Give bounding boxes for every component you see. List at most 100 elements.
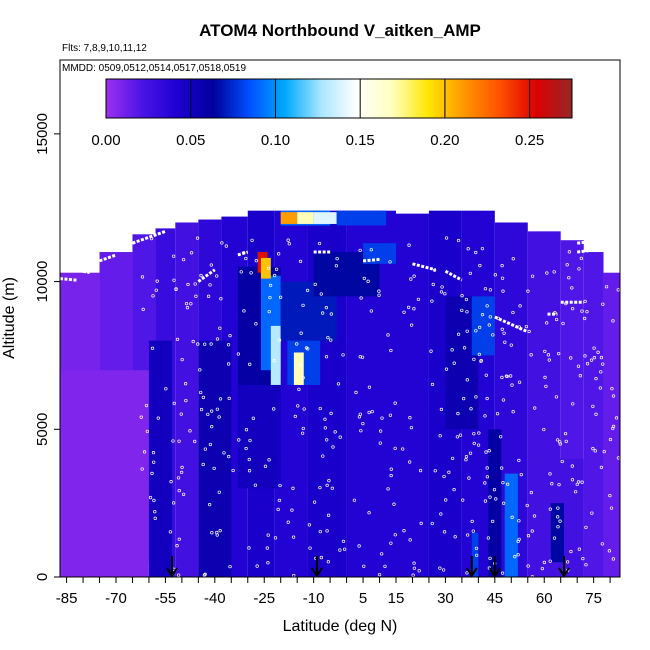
x-tick-label: -70: [105, 590, 127, 607]
sample-point: [139, 415, 143, 419]
sample-point: [469, 407, 473, 411]
sample-point: [199, 390, 203, 395]
sample-point: [250, 238, 254, 243]
x-tick-label: -10: [303, 590, 325, 607]
sample-point: [468, 451, 473, 455]
sample-point: [517, 458, 521, 463]
sample-point: [455, 435, 460, 439]
sample-point: [567, 276, 571, 280]
sample-point: [408, 538, 412, 542]
sample-point: [438, 566, 442, 570]
sample-point: [272, 359, 276, 363]
sample-point: [140, 275, 145, 279]
sample-point: [140, 467, 144, 471]
sample-point: [301, 376, 305, 380]
sample-point: [570, 306, 575, 311]
sample-point: [244, 256, 248, 261]
sample-point: [519, 472, 523, 477]
sample-point: [209, 263, 213, 267]
sample-point: [307, 523, 312, 527]
sample-point: [318, 485, 322, 490]
sample-point: [518, 304, 522, 308]
sample-point: [255, 564, 259, 568]
sample-point: [267, 266, 271, 270]
sample-point: [556, 525, 560, 529]
sample-point: [319, 292, 323, 296]
sample-point: [206, 412, 210, 417]
sample-point: [301, 426, 305, 431]
sample-point: [500, 327, 504, 331]
sample-point: [237, 438, 241, 442]
sample-point: [386, 333, 390, 337]
sample-point: [495, 412, 500, 416]
sample-point: [212, 466, 216, 470]
sample-point: [570, 464, 574, 468]
x-tick-label: -55: [155, 590, 177, 607]
sample-point: [357, 544, 361, 548]
sample-point: [564, 439, 568, 443]
sample-point: [342, 547, 347, 551]
sample-point: [611, 426, 615, 431]
sample-point: [548, 507, 552, 511]
sample-point: [191, 339, 195, 344]
colorbar-ticks: 0.00 0.05 0.10 0.15 0.20 0.25: [91, 79, 544, 149]
sample-point: [499, 435, 503, 439]
sample-point: [302, 407, 306, 411]
heatmap-cell: [270, 325, 281, 385]
sample-point: [392, 502, 396, 506]
sample-point: [172, 401, 176, 406]
colorbar-tick-label: 0.00: [91, 132, 120, 149]
sample-point: [263, 464, 268, 468]
sample-point: [297, 387, 301, 391]
flight-track-segment: [362, 257, 380, 263]
sample-point: [478, 263, 482, 268]
sample-point: [151, 294, 155, 298]
sample-point: [602, 450, 606, 454]
sample-point: [247, 457, 251, 462]
sample-point: [438, 434, 442, 438]
sample-point: [329, 411, 333, 416]
sample-point: [306, 347, 310, 351]
sample-point: [544, 384, 548, 389]
sample-point: [472, 357, 476, 362]
sample-point: [558, 442, 562, 446]
sample-point: [338, 548, 342, 552]
sample-point: [145, 429, 149, 434]
sample-point: [444, 236, 449, 240]
sample-point: [386, 487, 390, 491]
sample-point: [402, 310, 406, 314]
sample-point: [172, 254, 176, 258]
sample-point: [176, 573, 181, 577]
sample-point: [189, 302, 193, 306]
sample-point: [367, 385, 372, 389]
sample-point: [488, 315, 492, 319]
sample-point: [144, 403, 149, 408]
y-tick-label: 15000: [34, 113, 51, 155]
sample-point: [189, 251, 194, 255]
sample-point: [180, 465, 184, 470]
sample-point: [487, 449, 491, 453]
sample-point: [412, 561, 416, 565]
sample-point: [516, 553, 520, 557]
sample-point: [472, 432, 476, 436]
sample-point: [389, 467, 393, 471]
sample-point: [180, 357, 184, 362]
sample-point: [254, 322, 258, 326]
sample-point: [450, 348, 454, 352]
sample-point: [152, 498, 156, 503]
sample-point: [564, 301, 568, 306]
sample-point: [501, 481, 505, 485]
sample-point: [411, 573, 415, 577]
sample-point: [172, 278, 176, 282]
sample-point: [226, 343, 231, 347]
sample-point: [179, 470, 184, 475]
sample-point: [203, 342, 207, 346]
sample-point: [474, 250, 478, 255]
sample-point: [247, 546, 251, 550]
sample-point: [207, 502, 212, 507]
sample-point: [354, 390, 358, 395]
sample-point: [412, 307, 416, 311]
sample-point: [199, 407, 204, 412]
sample-point: [477, 325, 482, 330]
sample-point: [378, 429, 383, 433]
